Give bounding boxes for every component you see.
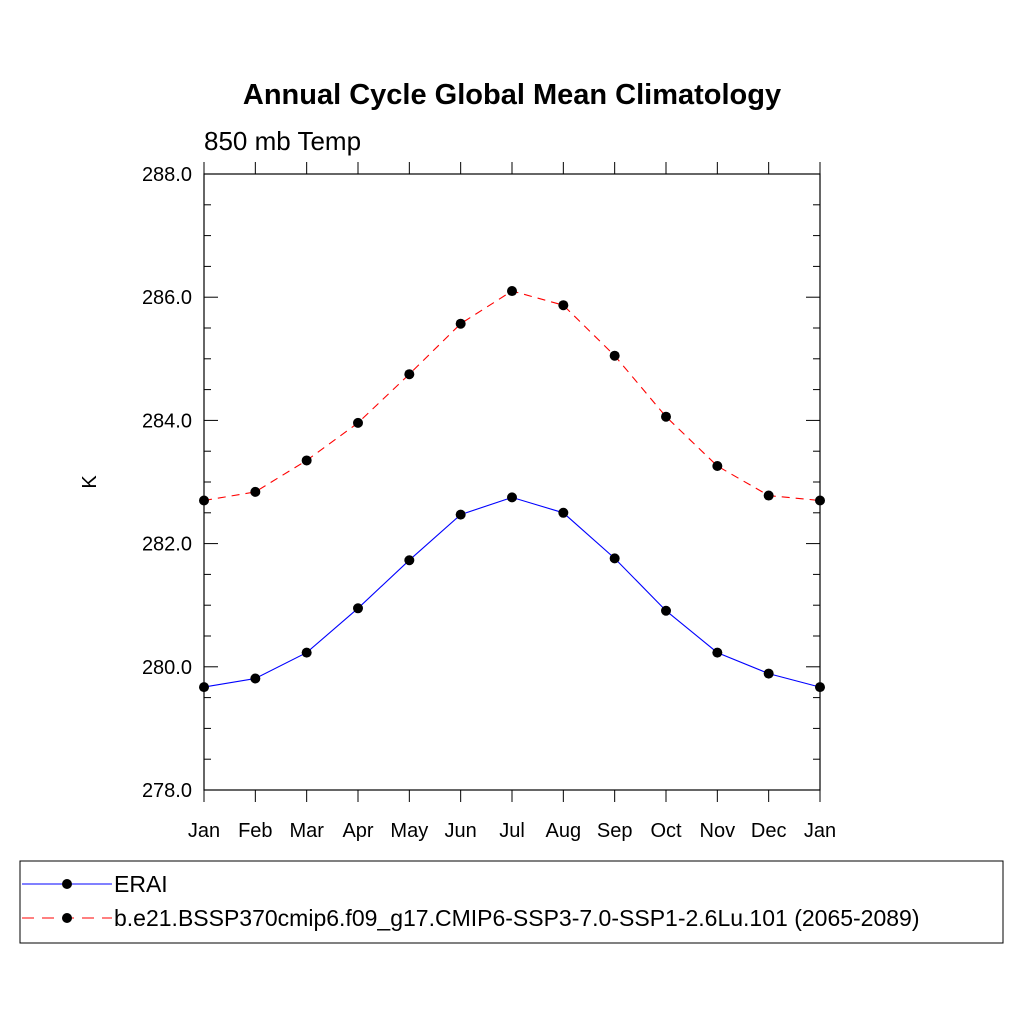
y-tick-label: 286.0	[142, 287, 192, 309]
x-tick-label: Aug	[546, 820, 582, 842]
chart-subtitle: 850 mb Temp	[204, 126, 361, 156]
y-tick-label: 288.0	[142, 164, 192, 186]
data-point-series-1	[763, 668, 774, 679]
data-point-series-2	[609, 350, 620, 361]
y-tick-label: 284.0	[142, 410, 192, 432]
y-tick-labels: 278.0 280.0 282.0 284.0 286.0 288.0	[142, 164, 192, 802]
x-tick-label: Jan	[804, 820, 836, 842]
data-point-series-1	[404, 555, 415, 566]
data-point-series-2	[301, 455, 312, 466]
data-point-series-2	[661, 411, 671, 422]
data-point-series-2	[353, 417, 363, 428]
data-point-series-2	[250, 486, 261, 497]
legend-box	[19, 860, 1004, 944]
data-point-series-2	[199, 495, 209, 506]
series-lines	[203, 290, 821, 688]
data-point-series-1	[558, 507, 569, 518]
legend-marker-1	[62, 879, 72, 889]
data-point-series-2	[763, 490, 774, 501]
x-tick-label: Apr	[342, 820, 373, 842]
chart-title: Annual Cycle Global Mean Climatology	[243, 79, 781, 111]
series-line-2	[203, 290, 821, 502]
plot-frame	[203, 173, 821, 791]
series-points	[199, 286, 825, 693]
legend-label-1: ERAI	[114, 871, 168, 897]
legend-label-2: b.e21.BSSP370cmip6.f09_g17.CMIP6-SSP3-7.…	[114, 905, 920, 931]
data-point-series-1	[250, 673, 261, 684]
data-point-series-2	[455, 318, 466, 329]
x-tick-label: Mar	[289, 820, 324, 842]
data-point-series-2	[507, 286, 517, 297]
x-tick-label: Jun	[445, 820, 477, 842]
data-point-series-2	[712, 460, 723, 471]
y-axis-label: K	[79, 475, 101, 489]
plot-border	[203, 173, 821, 791]
x-tick-label: Nov	[700, 820, 736, 842]
data-point-series-2	[815, 495, 825, 506]
series-line-1	[203, 496, 821, 688]
y-tick-label: 282.0	[142, 534, 192, 556]
data-point-series-1	[301, 647, 312, 658]
x-tick-label: Jan	[188, 820, 220, 842]
axis-ticks	[203, 162, 821, 802]
x-tick-label: May	[390, 820, 428, 842]
y-tick-label: 278.0	[142, 780, 192, 802]
data-point-series-1	[353, 603, 363, 614]
x-tick-label: Feb	[238, 820, 272, 842]
data-point-series-1	[712, 647, 723, 658]
x-tick-labels: Jan Feb Mar Apr May Jun Jul Aug Sep Oct Nov Dec Jan	[188, 820, 836, 842]
data-point-series-1	[815, 682, 825, 693]
data-point-series-2	[558, 300, 569, 311]
x-tick-label: Dec	[751, 820, 787, 842]
legend: ERAI b.e21.BSSP370cmip6.f09_g17.CMIP6-SSP…	[19, 860, 1004, 944]
data-point-series-1	[661, 605, 671, 616]
data-point-series-1	[507, 492, 517, 503]
x-tick-label: Oct	[650, 820, 682, 842]
data-point-series-1	[609, 553, 620, 564]
legend-marker-2	[62, 913, 72, 923]
x-tick-label: Sep	[597, 820, 633, 842]
x-tick-label: Jul	[499, 820, 525, 842]
data-point-series-2	[404, 369, 415, 380]
data-point-series-1	[199, 682, 209, 693]
y-tick-label: 280.0	[142, 657, 192, 679]
data-point-series-1	[455, 509, 466, 520]
